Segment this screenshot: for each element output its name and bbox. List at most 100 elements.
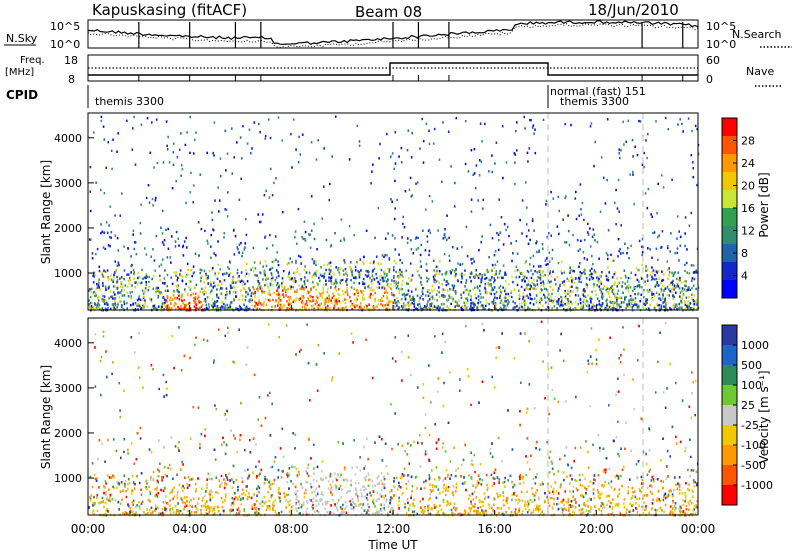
power-point <box>313 285 316 288</box>
power-point <box>504 280 507 283</box>
power-point <box>189 151 191 155</box>
power-point <box>669 250 671 253</box>
power-point <box>161 303 164 306</box>
power-point <box>165 228 167 232</box>
power-point <box>166 300 168 304</box>
power-point <box>660 246 662 249</box>
power-point <box>328 307 331 310</box>
power-point <box>218 288 221 291</box>
power-point <box>455 116 458 120</box>
power-point <box>158 288 160 292</box>
power-point <box>117 261 120 264</box>
power-point <box>588 304 591 307</box>
power-point <box>688 295 690 299</box>
power-point <box>690 154 693 157</box>
power-point <box>410 248 413 251</box>
power-point <box>196 297 199 300</box>
velocity-point <box>176 491 179 494</box>
power-point <box>134 286 136 289</box>
power-point <box>146 305 149 308</box>
power-point <box>216 295 218 298</box>
power-point <box>89 307 91 310</box>
power-point <box>153 306 155 310</box>
colorbar-tick-label: 16 <box>741 202 755 215</box>
power-point <box>213 121 216 124</box>
power-point <box>298 254 300 258</box>
power-point <box>512 252 514 255</box>
power-point <box>282 293 284 296</box>
power-point <box>508 283 510 286</box>
power-point <box>243 303 245 306</box>
power-point <box>545 263 547 266</box>
power-point <box>422 229 424 232</box>
power-point <box>107 303 109 306</box>
power-point <box>264 272 266 275</box>
power-point <box>608 288 611 291</box>
power-point <box>632 298 634 302</box>
power-point <box>180 307 182 310</box>
power-point <box>323 275 325 278</box>
power-point <box>655 283 658 287</box>
power-point <box>408 301 410 304</box>
power-point <box>153 275 155 278</box>
power-point <box>315 260 317 263</box>
power-point <box>98 299 100 302</box>
power-point <box>328 279 330 282</box>
power-point <box>330 299 332 302</box>
power-point <box>641 245 643 248</box>
power-point <box>187 268 189 271</box>
power-point <box>433 278 435 281</box>
power-point <box>294 280 297 284</box>
power-point <box>107 141 110 144</box>
power-point <box>100 188 102 192</box>
power-point <box>189 191 192 194</box>
power-point <box>669 283 672 287</box>
power-point <box>397 300 399 303</box>
station-title: Kapuskasing (fitACF) <box>92 1 247 19</box>
power-point <box>227 306 229 310</box>
power-point <box>95 287 98 290</box>
power-point <box>107 276 110 279</box>
power-point <box>309 233 312 236</box>
power-point <box>548 281 551 284</box>
power-point <box>679 306 681 309</box>
power-point <box>531 281 533 285</box>
power-point <box>139 232 142 235</box>
power-point <box>316 269 318 273</box>
velocity-point <box>278 336 280 339</box>
power-point <box>673 288 675 291</box>
power-point <box>214 304 216 308</box>
power-point <box>112 285 115 288</box>
power-point <box>441 294 443 297</box>
power-point <box>667 127 670 131</box>
power-point <box>613 259 615 262</box>
power-point <box>276 251 278 254</box>
power-point <box>659 298 662 301</box>
power-point <box>661 284 664 287</box>
power-point <box>661 279 663 282</box>
colorbar-swatch <box>722 190 737 209</box>
power-point <box>297 207 300 211</box>
power-point <box>388 270 391 273</box>
power-point <box>482 304 485 307</box>
power-point <box>470 210 473 213</box>
power-point <box>418 305 420 308</box>
power-point <box>438 286 440 289</box>
power-point <box>445 272 448 275</box>
power-point <box>113 275 115 279</box>
power-point <box>601 294 604 297</box>
power-point <box>111 295 113 298</box>
power-point <box>562 304 564 307</box>
power-point <box>477 286 479 290</box>
power-point <box>662 294 664 297</box>
power-point <box>614 294 616 297</box>
power-point <box>298 273 301 276</box>
power-point <box>677 123 679 126</box>
power-point <box>415 248 418 251</box>
power-point <box>686 271 688 274</box>
power-point <box>288 298 291 302</box>
power-point <box>412 295 414 298</box>
power-point <box>584 295 587 298</box>
power-point <box>621 281 624 284</box>
power-point <box>210 245 212 248</box>
